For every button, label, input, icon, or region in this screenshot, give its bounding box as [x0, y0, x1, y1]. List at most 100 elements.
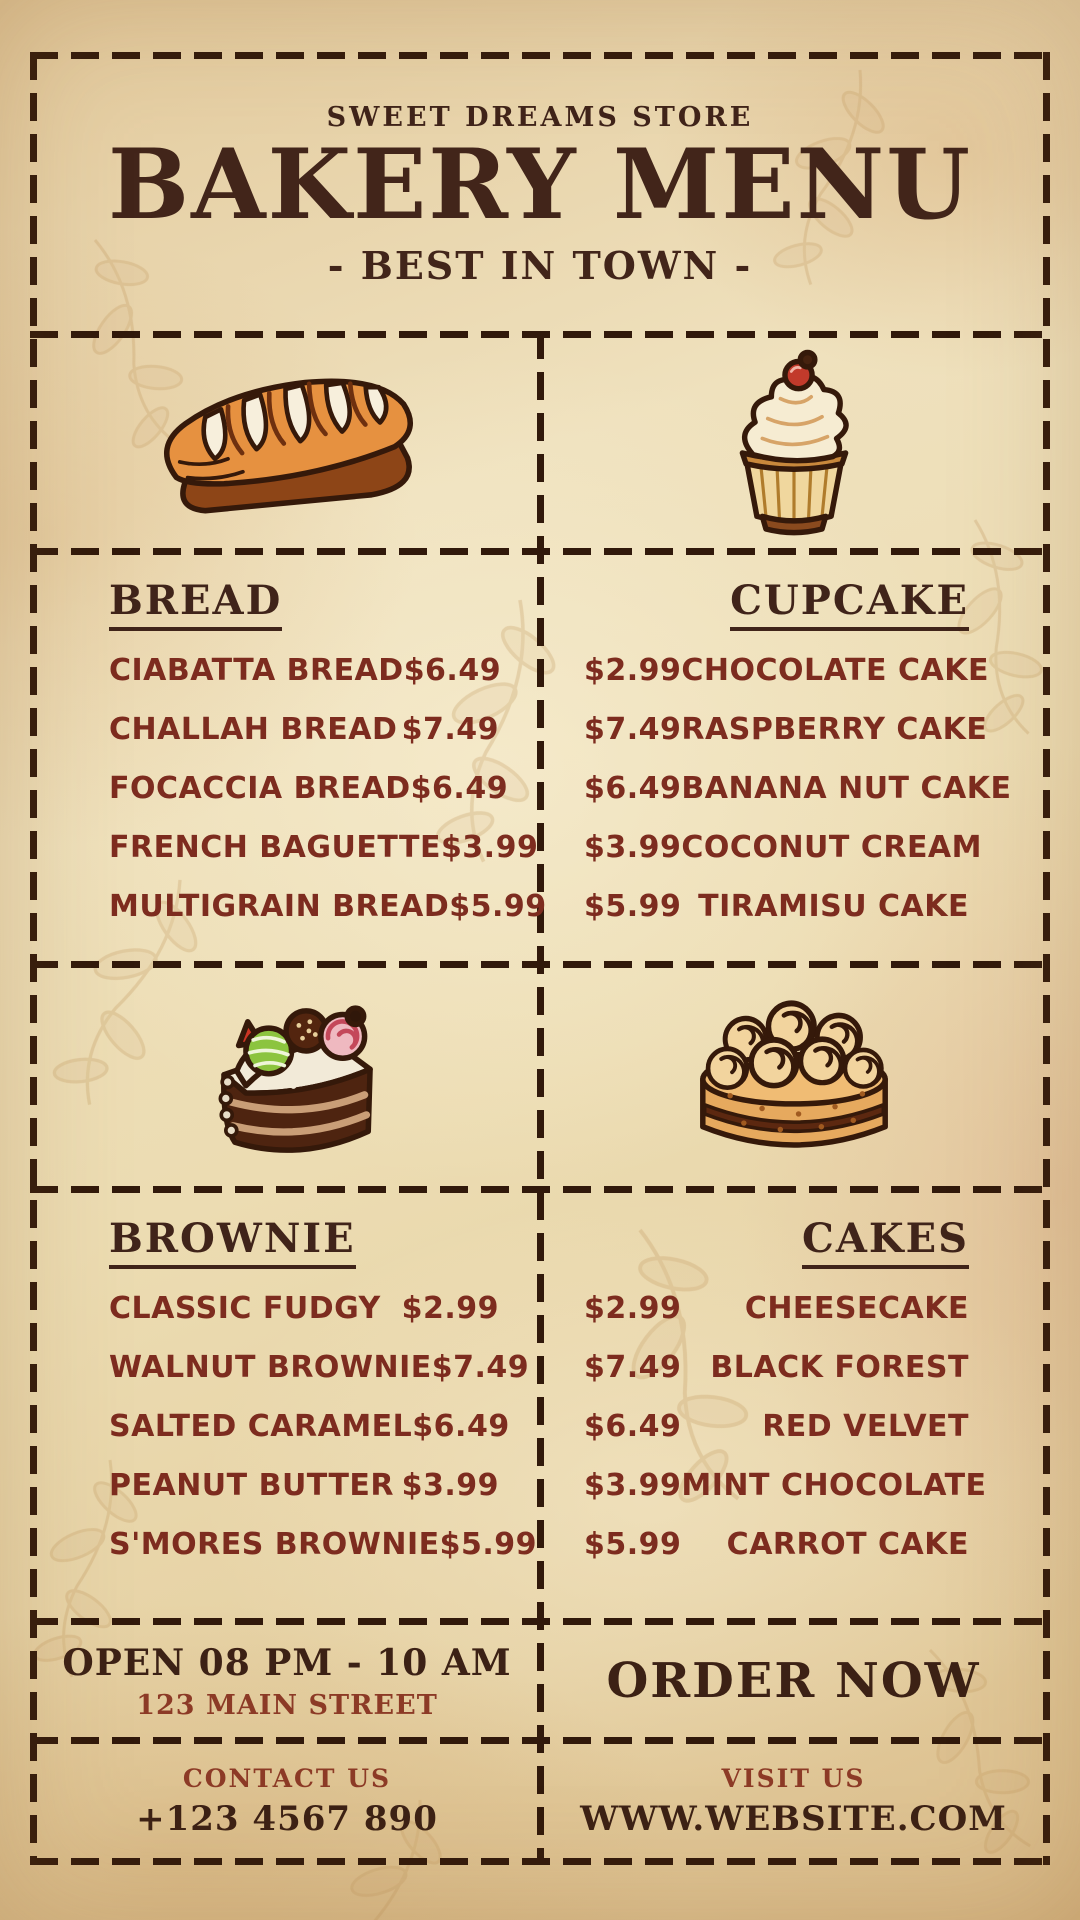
menu-item-row: $3.99 COCONUT CREAM — [584, 818, 982, 877]
item-price: $3.99 — [584, 830, 682, 865]
item-price: $6.49 — [410, 771, 509, 806]
header: SWEET DREAMS STORE BAKERY MENU - BEST IN… — [37, 60, 1043, 330]
row-divider-3 — [30, 1186, 1050, 1193]
menu-item-row: $7.49 BLACK FOREST — [584, 1338, 969, 1397]
item-price: $7.49 — [584, 1350, 682, 1385]
menu-item-row: FOCACCIA BREAD $6.49 — [109, 759, 508, 818]
tagline: - BEST IN TOWN - — [327, 243, 753, 289]
item-price: $3.99 — [584, 1468, 682, 1503]
item-price: $6.49 — [584, 771, 682, 806]
phone-number: +123 4567 890 — [136, 1798, 438, 1839]
section-title-brownie: BROWNIE — [109, 1219, 356, 1269]
menu-item-row: CHALLAH BREAD $7.49 — [109, 700, 499, 759]
item-name: RASPBERRY CAKE — [681, 712, 988, 747]
menu-item-row: CLASSIC FUDGY $2.99 — [109, 1279, 499, 1338]
cinnamon-cake-illustration-cell — [544, 968, 1043, 1186]
item-name: RED VELVET — [762, 1409, 969, 1444]
item-name: SALTED CARAMEL — [109, 1409, 413, 1444]
store-name: SWEET DREAMS STORE — [326, 101, 754, 133]
menu-item-row: $7.49 RASPBERRY CAKE — [584, 700, 987, 759]
item-name: COCONUT CREAM — [681, 830, 983, 865]
item-price: $7.49 — [584, 712, 682, 747]
item-price: $5.99 — [584, 1527, 682, 1562]
order-now-text: ORDER NOW — [606, 1653, 981, 1709]
item-name: FOCACCIA BREAD — [109, 771, 411, 806]
item-price: $6.49 — [403, 653, 502, 688]
menu-item-row: CIABATTA BREAD $6.49 — [109, 641, 502, 700]
page-title: BAKERY MENU — [108, 127, 972, 241]
row-divider-5 — [30, 1737, 1050, 1744]
item-name: BLACK FOREST — [710, 1350, 969, 1385]
menu-item-row: $5.99 TIRAMISU CAKE — [584, 877, 969, 936]
menu-item-row: $6.49 RED VELVET — [584, 1397, 969, 1456]
item-price: $6.49 — [584, 1409, 682, 1444]
menu-item-row: $2.99 CHOCOLATE CAKE — [584, 641, 988, 700]
menu-item-row: FRENCH BAGUETTE $3.99 — [109, 818, 538, 877]
street-address: 123 MAIN STREET — [136, 1689, 438, 1721]
brownie-items: CLASSIC FUDGY $2.99 WALNUT BROWNIE $7.49… — [109, 1279, 537, 1574]
item-name: WALNUT BROWNIE — [109, 1350, 432, 1385]
item-name: MULTIGRAIN BREAD — [109, 889, 450, 924]
item-price: $3.99 — [440, 830, 539, 865]
frame-right-border — [1043, 52, 1050, 1865]
frame-top-border — [30, 52, 1050, 59]
bread-loaf-illustration — [163, 378, 413, 514]
menu-item-row: PEANUT BUTTER $3.99 — [109, 1456, 499, 1515]
row-divider-2 — [30, 961, 1050, 968]
menu-item-row: WALNUT BROWNIE $7.49 — [109, 1338, 529, 1397]
cupcake-illustration-cell — [544, 338, 1043, 548]
bread-illustration-cell — [37, 338, 537, 548]
section-cupcake: CUPCAKE $2.99 CHOCOLATE CAKE $7.49 RASPB… — [544, 555, 1043, 961]
item-price: $5.99 — [449, 889, 547, 924]
menu-item-row: $2.99 CHEESECAKE — [584, 1279, 969, 1338]
opening-hours-block: OPEN 08 PM - 10 AM 123 MAIN STREET — [37, 1625, 537, 1737]
bread-items: CIABATTA BREAD $6.49 CHALLAH BREAD $7.49… — [109, 641, 546, 936]
row-divider-1 — [30, 548, 1050, 555]
item-name: MINT CHOCOLATE — [681, 1468, 987, 1503]
cake-slice-illustration-cell — [37, 968, 537, 1186]
section-title-cakes: CAKES — [801, 1219, 969, 1269]
frame-left-border — [30, 52, 37, 1865]
section-title-cupcake: CUPCAKE — [730, 581, 969, 631]
row-divider-4 — [30, 1618, 1050, 1625]
item-price: $2.99 — [401, 1291, 499, 1326]
menu-item-row: S'MORES BROWNIE $5.99 — [109, 1515, 537, 1574]
item-name: CHEESECAKE — [744, 1291, 969, 1326]
cupcake-items: $2.99 CHOCOLATE CAKE $7.49 RASPBERRY CAK… — [584, 641, 1011, 936]
item-name: S'MORES BROWNIE — [109, 1527, 440, 1562]
visit-us-label: VISIT US — [721, 1763, 866, 1793]
item-name: BANANA NUT CAKE — [681, 771, 1012, 806]
center-column-divider — [537, 331, 544, 1865]
item-price: $6.49 — [412, 1409, 510, 1444]
item-price: $5.99 — [584, 889, 682, 924]
order-now-block: ORDER NOW — [544, 1625, 1043, 1737]
item-name: TIRAMISU CAKE — [698, 889, 969, 924]
menu-item-row: MULTIGRAIN BREAD $5.99 — [109, 877, 546, 936]
item-name: CHOCOLATE CAKE — [681, 653, 989, 688]
item-price: $2.99 — [584, 653, 682, 688]
menu-item-row: $6.49 BANANA NUT CAKE — [584, 759, 1011, 818]
item-price: $5.99 — [439, 1527, 538, 1562]
header-divider — [30, 331, 1050, 338]
menu-item-row: $3.99 MINT CHOCOLATE — [584, 1456, 986, 1515]
opening-hours: OPEN 08 PM - 10 AM — [62, 1641, 512, 1684]
item-name: CLASSIC FUDGY — [109, 1291, 381, 1326]
item-name: PEANUT BUTTER — [109, 1468, 395, 1503]
cinnamon-roll-cake-illustration — [699, 988, 888, 1148]
section-cakes: CAKES $2.99 CHEESECAKE $7.49 BLACK FORES… — [544, 1193, 1043, 1618]
item-price: $2.99 — [584, 1291, 682, 1326]
item-name: FRENCH BAGUETTE — [109, 830, 441, 865]
website-url: WWW.WEBSITE.COM — [580, 1798, 1007, 1839]
contact-block: CONTACT US +123 4567 890 — [37, 1744, 537, 1858]
cakes-items: $2.99 CHEESECAKE $7.49 BLACK FOREST $6.4… — [584, 1279, 986, 1574]
item-name: CHALLAH BREAD — [109, 712, 398, 747]
chocolate-cake-slice-illustration — [218, 1005, 373, 1153]
contact-us-label: CONTACT US — [182, 1763, 392, 1793]
menu-item-row: SALTED CARAMEL $6.49 — [109, 1397, 509, 1456]
item-price: $7.49 — [401, 712, 499, 747]
item-price: $7.49 — [431, 1350, 530, 1385]
visit-block: VISIT US WWW.WEBSITE.COM — [544, 1744, 1043, 1858]
section-brownie: BROWNIE CLASSIC FUDGY $2.99 WALNUT BROWN… — [37, 1193, 537, 1618]
section-title-bread: BREAD — [109, 581, 283, 631]
